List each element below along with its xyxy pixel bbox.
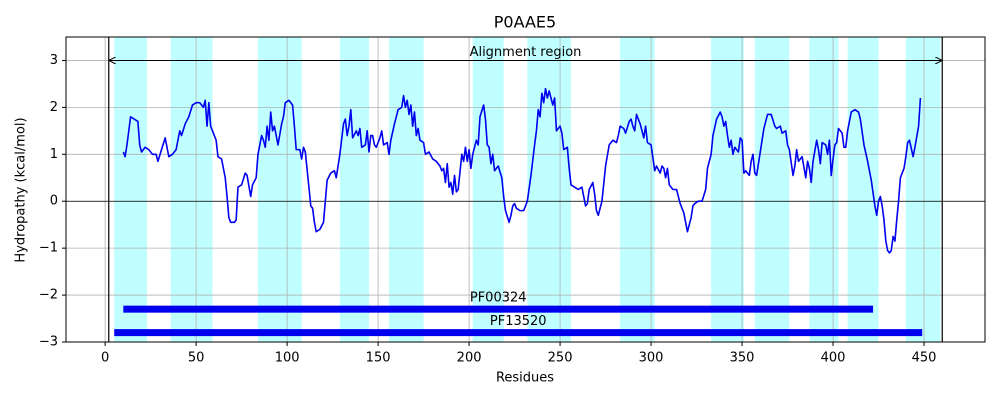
tm-region — [711, 37, 744, 342]
tm-region — [257, 37, 302, 342]
axes-frame — [65, 36, 986, 343]
tm-region — [754, 37, 790, 342]
y-tick-label: −3 — [39, 335, 58, 350]
tm-region — [389, 37, 424, 342]
tm-region — [905, 37, 941, 342]
y-axis-label: Hydropathy (kcal/mol) — [14, 117, 29, 262]
alignment-label: Alignment region — [470, 45, 582, 60]
tm-region — [170, 37, 213, 342]
tm-region — [847, 37, 879, 342]
y-tick-label: 0 — [50, 194, 58, 209]
tm-region — [339, 37, 369, 342]
y-tick-label: −2 — [39, 288, 58, 303]
plot-area — [66, 37, 985, 342]
x-tick-label: 250 — [548, 351, 573, 366]
x-axis-label: Residues — [496, 371, 554, 386]
domain-bar — [123, 305, 874, 313]
y-tick-label: 3 — [50, 53, 58, 68]
tm-region — [472, 37, 504, 342]
x-tick-label: 150 — [366, 351, 391, 366]
hydropathy-line — [122, 87, 922, 254]
x-tick-label: 100 — [275, 351, 300, 366]
domain-label: PF13520 — [490, 314, 547, 329]
x-tick-label: 0 — [101, 351, 109, 366]
domain-bar — [114, 329, 923, 337]
tm-region — [809, 37, 839, 342]
chart-title: P0AAE5 — [494, 13, 556, 32]
axes: 0 50 100 150 200 250 300 350 400 450 −3 −2 −1 0 1 2 3 Ali… — [39, 45, 937, 366]
y-tick-label: 1 — [50, 147, 58, 162]
x-tick-label: 200 — [457, 351, 482, 366]
x-tick-label: 50 — [188, 351, 205, 366]
x-tick-label: 400 — [821, 351, 846, 366]
x-tick-label: 300 — [639, 351, 664, 366]
x-tick-label: 450 — [912, 351, 937, 366]
tm-region — [114, 37, 147, 342]
domain-label: PF00324 — [470, 291, 527, 306]
x-tick-label: 350 — [730, 351, 755, 366]
tm-region — [527, 37, 571, 342]
tm-region — [620, 37, 655, 342]
y-tick-label: 2 — [50, 100, 58, 115]
y-tick-label: −1 — [39, 241, 58, 256]
